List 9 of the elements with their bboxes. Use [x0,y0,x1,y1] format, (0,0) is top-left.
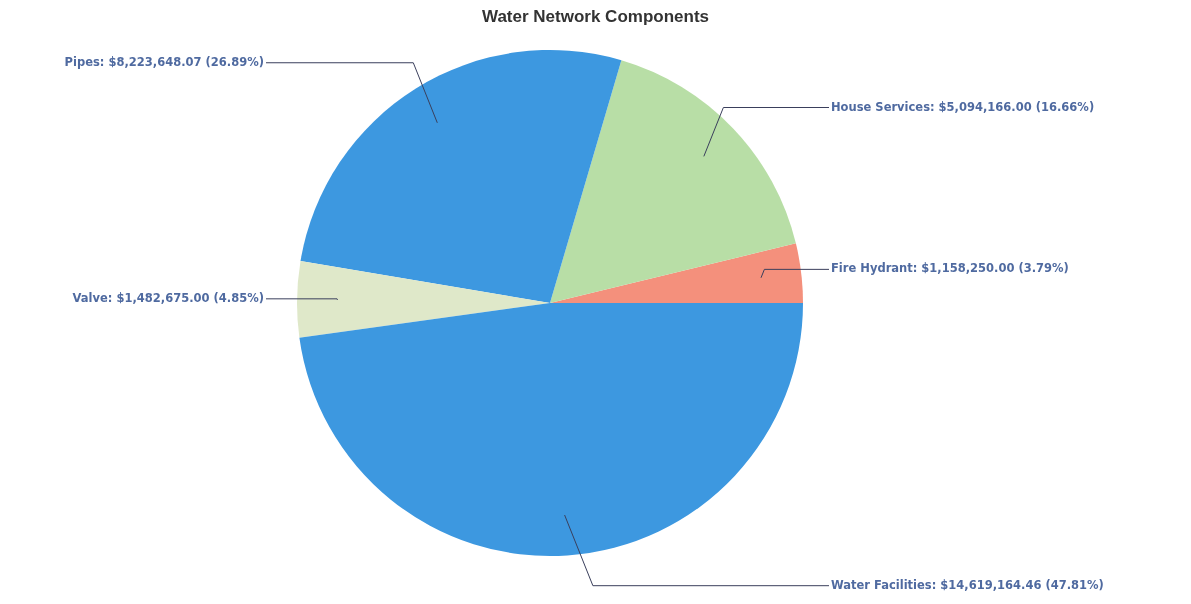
slice-label: House Services: $5,094,166.00 (16.66%) [831,99,1095,114]
slice-label: Fire Hydrant: $1,158,250.00 (3.79%) [831,261,1069,276]
pie-slice [297,260,550,338]
pie-slice [550,60,796,303]
slice-label: Water Facilities: $14,619,164.46 (47.81%) [831,577,1104,592]
slice-label: Pipes: $8,223,648.07 (26.89%) [64,54,264,69]
slice-label: Valve: $1,482,675.00 (4.85%) [72,290,264,305]
chart-title: Water Network Components [481,7,710,26]
pie-slice [550,243,803,303]
